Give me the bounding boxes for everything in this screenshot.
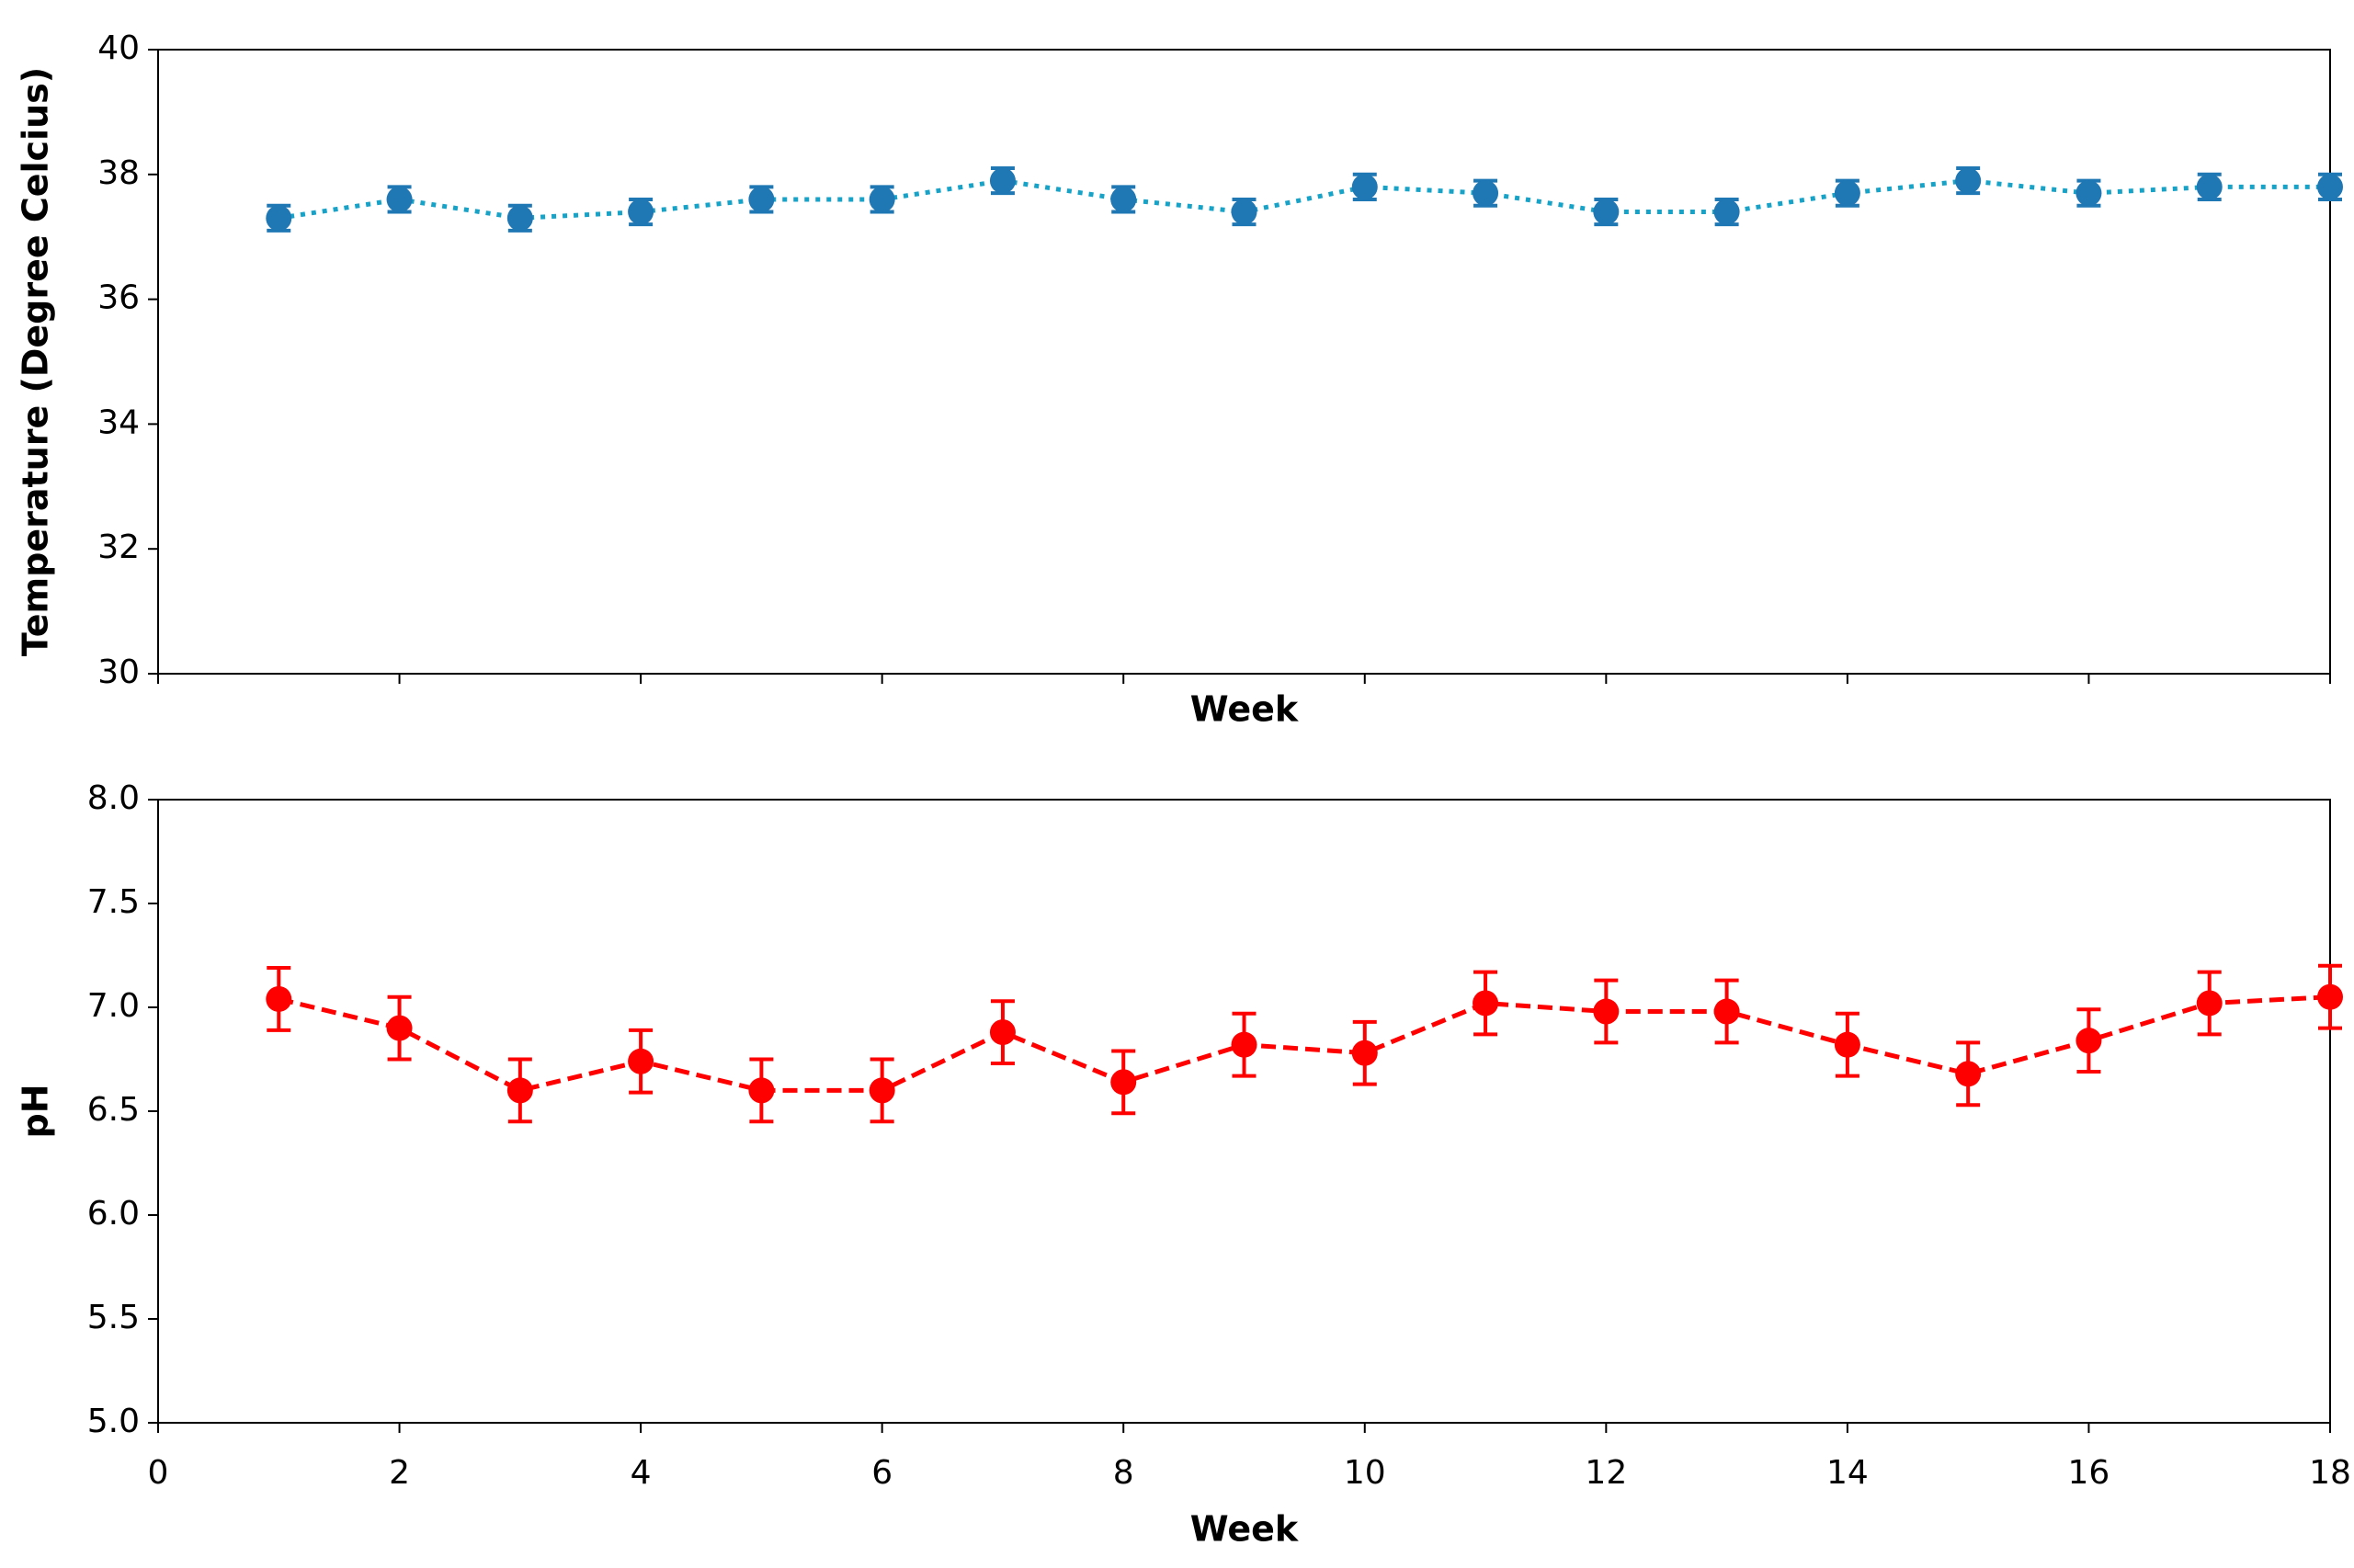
marker	[1231, 199, 1257, 225]
marker	[628, 199, 654, 225]
y-tick-label: 5.0	[87, 1403, 140, 1440]
marker	[1713, 199, 1740, 225]
y-tick-label: 6.5	[87, 1091, 140, 1129]
marker	[869, 186, 895, 212]
marker	[748, 1077, 775, 1104]
x-tick-label: 6	[871, 1454, 893, 1492]
x-tick-label: 10	[1344, 1454, 1386, 1492]
x-tick-label: 0	[148, 1454, 169, 1492]
x-tick-label: 8	[1113, 1454, 1134, 1492]
y-tick-label: 7.0	[87, 987, 140, 1025]
y-tick-label: 5.5	[87, 1299, 140, 1336]
x-axis-label: Week	[1190, 1509, 1299, 1550]
x-tick-label: 14	[1826, 1454, 1869, 1492]
x-tick-label: 12	[1585, 1454, 1627, 1492]
marker	[2317, 983, 2343, 1010]
marker	[266, 205, 292, 232]
marker	[1593, 199, 1620, 225]
y-axis-label: Temperature (Degree Celcius)	[16, 67, 56, 656]
marker	[748, 186, 775, 212]
marker	[1351, 174, 1378, 200]
y-tick-label: 38	[97, 154, 140, 192]
marker	[1231, 1031, 1257, 1058]
marker	[1473, 990, 1499, 1017]
x-tick-label: 2	[389, 1454, 410, 1492]
marker	[506, 205, 533, 232]
data-line	[278, 178, 2330, 221]
marker	[1593, 998, 1620, 1025]
y-tick-label: 36	[97, 279, 140, 317]
marker	[1351, 1040, 1378, 1066]
y-tick-label: 7.5	[87, 883, 140, 921]
marker	[1110, 186, 1137, 212]
marker	[386, 1015, 413, 1041]
marker	[1713, 998, 1740, 1025]
y-tick-label: 32	[97, 528, 140, 566]
x-tick-label: 18	[2309, 1454, 2351, 1492]
marker	[1834, 1031, 1860, 1058]
marker	[1473, 180, 1499, 207]
marker	[2075, 1028, 2102, 1054]
marker	[2196, 174, 2223, 200]
y-axis-label: pH	[16, 1084, 56, 1138]
marker	[869, 1077, 895, 1104]
marker	[2196, 990, 2223, 1017]
marker	[1955, 167, 1982, 194]
y-tick-label: 40	[97, 29, 140, 67]
x-tick-label: 4	[631, 1454, 652, 1492]
x-axis-label: Week	[1190, 689, 1299, 730]
marker	[989, 167, 1016, 194]
axes-frame	[157, 49, 2331, 675]
marker	[506, 1077, 533, 1104]
y-tick-label: 30	[97, 653, 140, 691]
x-tick-label: 16	[2068, 1454, 2110, 1492]
marker	[1110, 1069, 1137, 1096]
marker	[628, 1048, 654, 1074]
axes-frame	[157, 799, 2331, 1424]
marker	[266, 985, 292, 1012]
y-tick-label: 6.0	[87, 1195, 140, 1233]
y-tick-label: 8.0	[87, 779, 140, 817]
marker	[1834, 180, 1860, 207]
marker	[386, 186, 413, 212]
marker	[2317, 174, 2343, 200]
marker	[2075, 180, 2102, 207]
y-tick-label: 34	[97, 403, 140, 441]
data-line	[278, 994, 2330, 1094]
marker	[989, 1019, 1016, 1046]
marker	[1955, 1061, 1982, 1087]
